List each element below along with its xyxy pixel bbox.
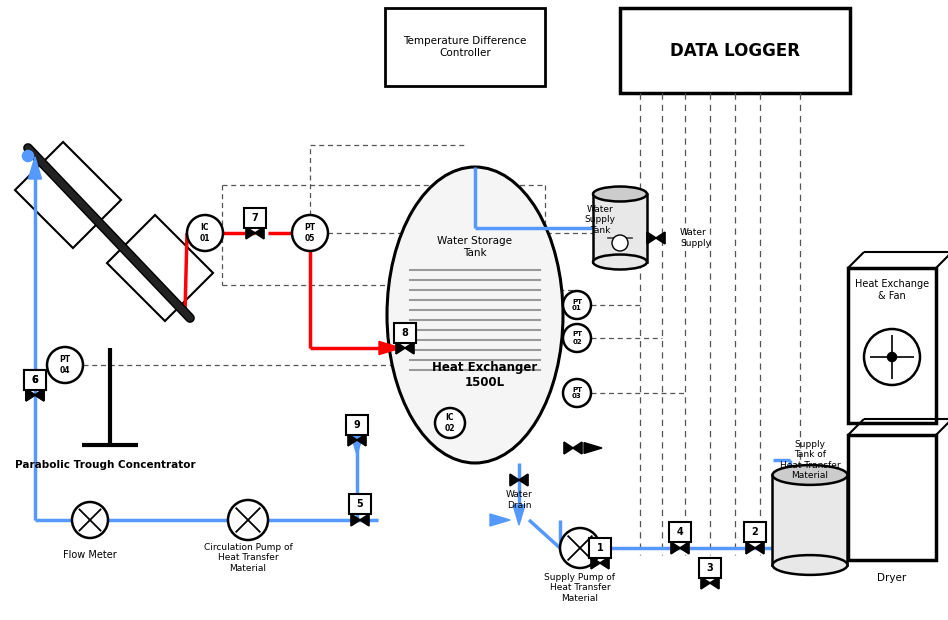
- Polygon shape: [348, 434, 366, 446]
- Polygon shape: [584, 443, 602, 453]
- Text: 3: 3: [706, 563, 714, 573]
- Text: Water
Supply: Water Supply: [680, 228, 711, 248]
- Bar: [385, 8, 545, 86]
- Polygon shape: [26, 389, 44, 401]
- Text: Water
Drain: Water Drain: [505, 490, 533, 510]
- Polygon shape: [351, 435, 363, 455]
- Circle shape: [292, 215, 328, 251]
- Polygon shape: [15, 142, 121, 248]
- Polygon shape: [490, 514, 510, 526]
- Polygon shape: [513, 505, 525, 525]
- Bar: [24, 370, 46, 390]
- Ellipse shape: [593, 187, 647, 202]
- Ellipse shape: [773, 465, 848, 485]
- Bar: [394, 323, 416, 343]
- Polygon shape: [701, 577, 719, 589]
- Circle shape: [435, 408, 465, 438]
- Polygon shape: [26, 389, 44, 401]
- Text: Temperature Difference
Controller: Temperature Difference Controller: [403, 36, 527, 58]
- Ellipse shape: [773, 555, 848, 575]
- Bar: [349, 494, 371, 514]
- Text: Parabolic Trough Concentrator: Parabolic Trough Concentrator: [14, 460, 195, 470]
- Polygon shape: [746, 542, 764, 554]
- Ellipse shape: [387, 167, 563, 463]
- Text: Supply
Tank of
Heat Transfer
Material: Supply Tank of Heat Transfer Material: [779, 440, 840, 480]
- Text: PT
01: PT 01: [572, 298, 582, 311]
- Text: 2: 2: [752, 527, 758, 537]
- Circle shape: [563, 379, 591, 407]
- Circle shape: [187, 215, 223, 251]
- Circle shape: [47, 347, 83, 383]
- Polygon shape: [564, 442, 582, 454]
- Polygon shape: [379, 342, 401, 355]
- Bar: [848, 268, 936, 423]
- Circle shape: [563, 324, 591, 352]
- Polygon shape: [647, 232, 665, 244]
- Bar: [244, 208, 266, 228]
- Text: 6: 6: [31, 375, 38, 385]
- Bar: [593, 194, 647, 262]
- Text: 1: 1: [596, 543, 603, 553]
- Text: IC
02: IC 02: [445, 414, 455, 433]
- Text: PT
03: PT 03: [572, 386, 582, 399]
- Polygon shape: [591, 557, 609, 569]
- Text: PT
05: PT 05: [304, 223, 316, 242]
- Text: Heat Exchange
& Fan: Heat Exchange & Fan: [855, 279, 929, 301]
- Polygon shape: [351, 514, 369, 526]
- Bar: [589, 538, 611, 558]
- Circle shape: [23, 151, 33, 161]
- Text: PT
02: PT 02: [572, 332, 582, 345]
- Circle shape: [612, 235, 628, 251]
- Text: Flow Meter: Flow Meter: [64, 550, 117, 560]
- Text: 4: 4: [677, 527, 684, 537]
- Bar: [773, 475, 848, 565]
- Ellipse shape: [593, 255, 647, 270]
- Bar: [620, 8, 850, 93]
- Bar: [848, 435, 936, 560]
- Text: PT
04: PT 04: [60, 355, 70, 374]
- Text: 6: 6: [31, 375, 38, 385]
- Text: 5: 5: [356, 499, 363, 509]
- Text: 9: 9: [354, 420, 360, 430]
- Polygon shape: [671, 542, 689, 554]
- Text: Circulation Pump of
Heat Transfer
Material: Circulation Pump of Heat Transfer Materi…: [204, 543, 292, 573]
- Polygon shape: [510, 474, 528, 486]
- Text: Water
Supply
Tank: Water Supply Tank: [585, 205, 615, 235]
- Polygon shape: [396, 342, 414, 354]
- Circle shape: [72, 502, 108, 538]
- Circle shape: [888, 353, 896, 361]
- Bar: [346, 415, 368, 435]
- Bar: [699, 558, 721, 578]
- Text: Water Storage
Tank: Water Storage Tank: [437, 236, 513, 258]
- Text: Supply Pump of
Heat Transfer
Material: Supply Pump of Heat Transfer Material: [544, 573, 615, 603]
- Polygon shape: [107, 215, 213, 321]
- Text: DATA LOGGER: DATA LOGGER: [670, 42, 800, 60]
- Text: 8: 8: [402, 328, 409, 338]
- Bar: [24, 370, 46, 390]
- Bar: [669, 522, 691, 542]
- Text: Heat Exchanger
1500L: Heat Exchanger 1500L: [432, 361, 538, 389]
- Circle shape: [228, 500, 268, 540]
- Text: 7: 7: [251, 213, 259, 223]
- Bar: [744, 522, 766, 542]
- Polygon shape: [246, 227, 264, 239]
- Text: IC
01: IC 01: [200, 223, 210, 242]
- Text: Dryer: Dryer: [878, 573, 906, 583]
- Circle shape: [563, 291, 591, 319]
- Circle shape: [864, 329, 920, 385]
- Circle shape: [560, 528, 600, 568]
- Polygon shape: [28, 157, 42, 179]
